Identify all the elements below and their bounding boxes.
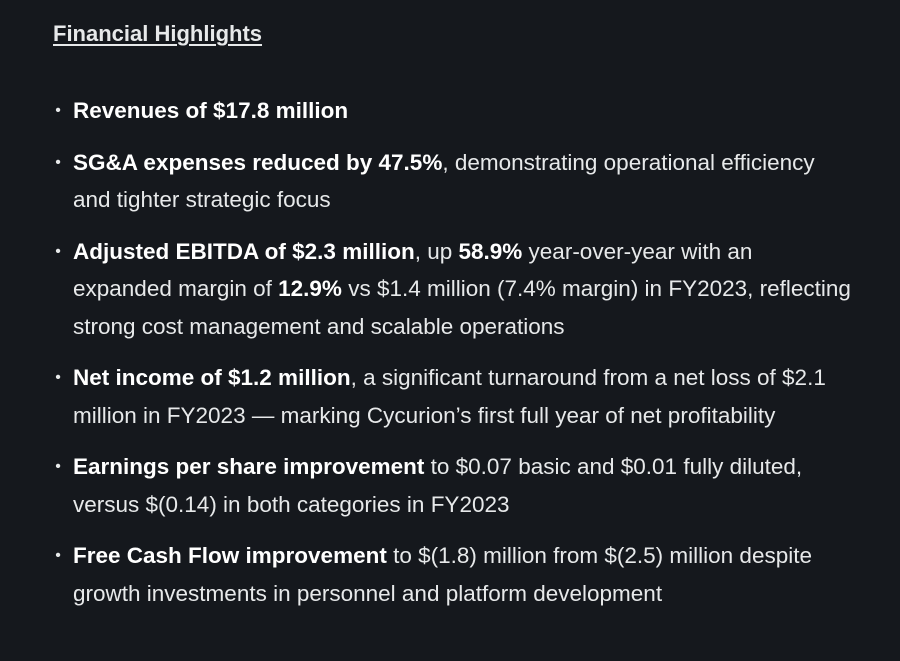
highlight-item: Revenues of $17.8 million [53,92,853,130]
highlight-text: , a significant turnaround from a net lo… [73,365,826,428]
bullet-icon [53,144,63,182]
bullet-icon [53,537,63,575]
bullet-icon [53,233,63,271]
highlight-bold-text: Earnings per share improvement [73,454,425,479]
highlight-text: to $(1.8) million from $(2.5) million de… [73,543,812,606]
highlight-bold-text: Revenues of $17.8 million [73,98,349,123]
section-heading: Financial Highlights [53,21,263,46]
bullet-icon [53,92,63,130]
highlight-text: , demonstrating operational efficiency a… [73,149,815,213]
highlight-text: to $0.07 basic and $0.01 fully diluted, … [73,454,803,517]
highlight-text: vs $1.4 million (7.4% margin) in FY2023,… [73,276,851,339]
highlight-text: , up [414,238,459,264]
bullet-icon [53,359,63,397]
article-section: Financial Highlights Revenues of $17.8 m… [53,18,853,606]
highlight-item: SG&A expenses reduced by 47.5%, demonstr… [53,144,853,219]
highlight-item: Adjusted EBITDA of $2.3 million, up 58.9… [53,233,853,346]
highlights-list: Revenues of $17.8 million SG&A expenses … [53,92,853,626]
highlight-bold-text: Free Cash Flow improvement [73,543,387,568]
highlight-item: Earnings per share improvement to $0.07 … [53,448,853,523]
highlight-bold-text: SG&A expenses reduced by 47.5% [73,149,443,175]
highlight-bold-text: 12.9% [278,276,342,301]
highlight-bold-text: Net income of $1.2 million [73,365,351,390]
highlight-item: Net income of $1.2 million, a significan… [53,359,853,434]
highlight-item: Free Cash Flow improvement to $(1.8) mil… [53,537,853,612]
highlight-bold-text: Adjusted EBITDA of $2.3 million [73,238,415,264]
bullet-icon [53,448,63,486]
highlight-bold-text: 58.9% [458,238,523,264]
highlight-text: year-over-year with an expanded margin o… [73,238,753,302]
